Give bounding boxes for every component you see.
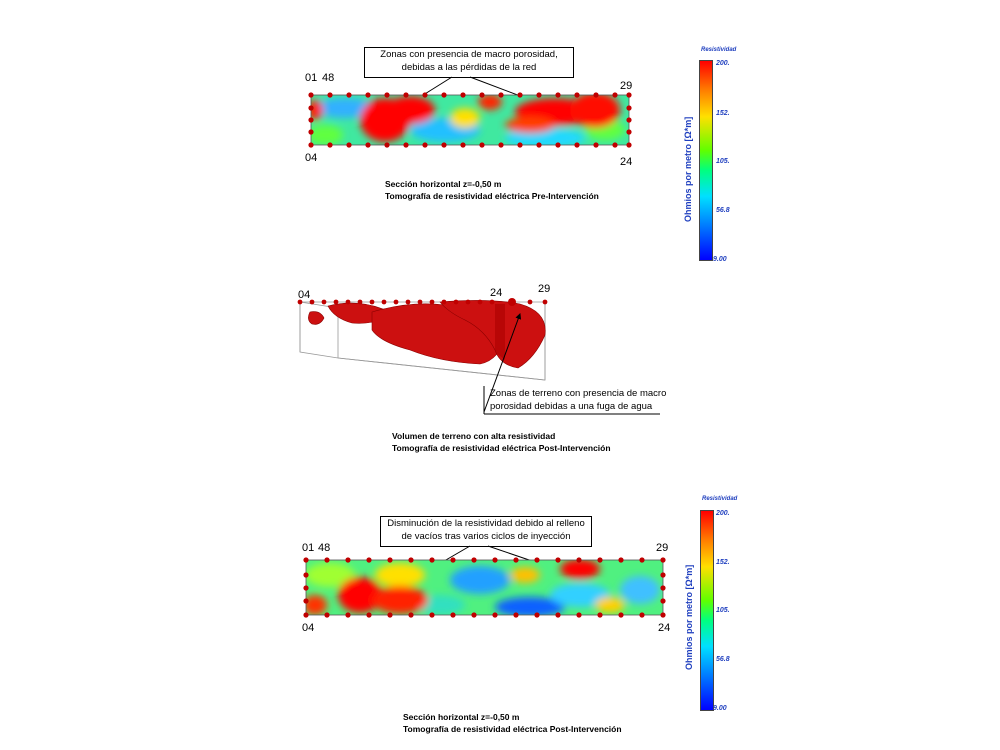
electrode-label-29: 29	[620, 80, 633, 92]
electrode-markers-3d	[297, 298, 548, 306]
legend-title: Resistividad	[701, 47, 737, 53]
electrode-label-48: 48	[318, 542, 331, 554]
caption-section2: Volumen de terreno con alta resistividad…	[392, 431, 611, 453]
electrode-label-04: 04	[305, 152, 318, 164]
electrode-label-01: 01	[305, 72, 318, 84]
electrode-markers-post	[303, 557, 666, 618]
callout-water-leak: Zonas de terreno con presencia de macro …	[490, 388, 667, 412]
electrode-label-04: 04	[298, 289, 311, 301]
legend-tick: 105.	[716, 158, 730, 165]
electrode-label-24: 24	[490, 287, 503, 299]
legend-tick: 105.	[716, 607, 730, 614]
electrode-markers-pre	[308, 92, 632, 148]
legend-tick: 152.	[716, 559, 730, 566]
legend-axis-label: Ohmios por metro [Ω*m]	[684, 564, 694, 670]
resistivity-section-pre	[308, 92, 632, 148]
caption-section3: Sección horizontal z=-0,50 m Tomografía …	[403, 712, 622, 734]
legend-tick: 56.8	[716, 207, 730, 214]
legend-title: Resistividad	[702, 496, 738, 502]
callout-resistivity-decrease: Disminución de la resistividad debido al…	[380, 516, 592, 547]
legend-tick: 200.	[716, 510, 730, 517]
legend-tick: 152.	[716, 110, 730, 117]
electrode-label-29: 29	[538, 283, 551, 295]
electrode-label-29: 29	[656, 542, 669, 554]
electrode-label-24: 24	[658, 622, 671, 634]
resistivity-section-post	[303, 557, 666, 618]
electrode-label-48: 48	[322, 72, 335, 84]
callout-macro-porosity: Zonas con presencia de macro porosidad, …	[364, 47, 574, 78]
electrode-label-24: 24	[620, 156, 633, 168]
electrode-label-04: 04	[302, 622, 315, 634]
caption-section1: Sección horizontal z=-0,50 m Tomografía …	[385, 179, 599, 201]
legend-color-bar	[700, 510, 714, 711]
legend-tick: 200.	[716, 60, 730, 67]
electrode-label-01: 01	[302, 542, 315, 554]
legend-tick: 9.00	[713, 705, 727, 712]
legend-color-bar	[699, 60, 713, 261]
legend-tick: 9.00	[713, 256, 727, 263]
legend-tick: 56.8	[716, 656, 730, 663]
